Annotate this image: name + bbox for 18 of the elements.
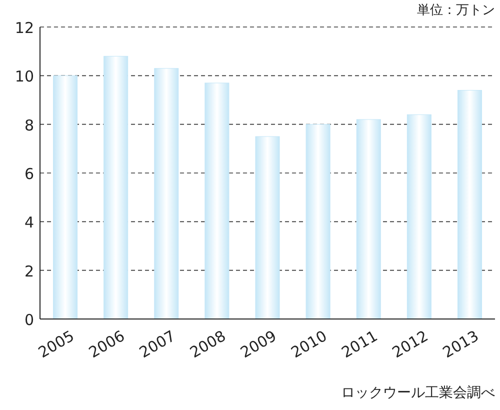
- bar: [406, 114, 432, 320]
- y-tick-label: 10: [14, 68, 34, 86]
- y-tick-label: 4: [24, 214, 34, 232]
- bar: [154, 68, 179, 320]
- bar: [457, 90, 482, 320]
- bar: [356, 119, 381, 320]
- bar: [53, 75, 78, 320]
- y-tick-label: 8: [24, 116, 34, 134]
- bar: [255, 136, 280, 320]
- y-tick-label: 12: [14, 19, 34, 37]
- y-tick-label: 0: [24, 311, 34, 329]
- bar: [204, 82, 230, 320]
- chart-title: 単位：万トン: [417, 3, 495, 18]
- y-tick-label: 6: [24, 165, 34, 183]
- y-tick-label: 2: [24, 262, 34, 280]
- text: ロックウール工業会調べ: [341, 385, 495, 401]
- bar: [104, 56, 128, 320]
- bar: [306, 124, 330, 320]
